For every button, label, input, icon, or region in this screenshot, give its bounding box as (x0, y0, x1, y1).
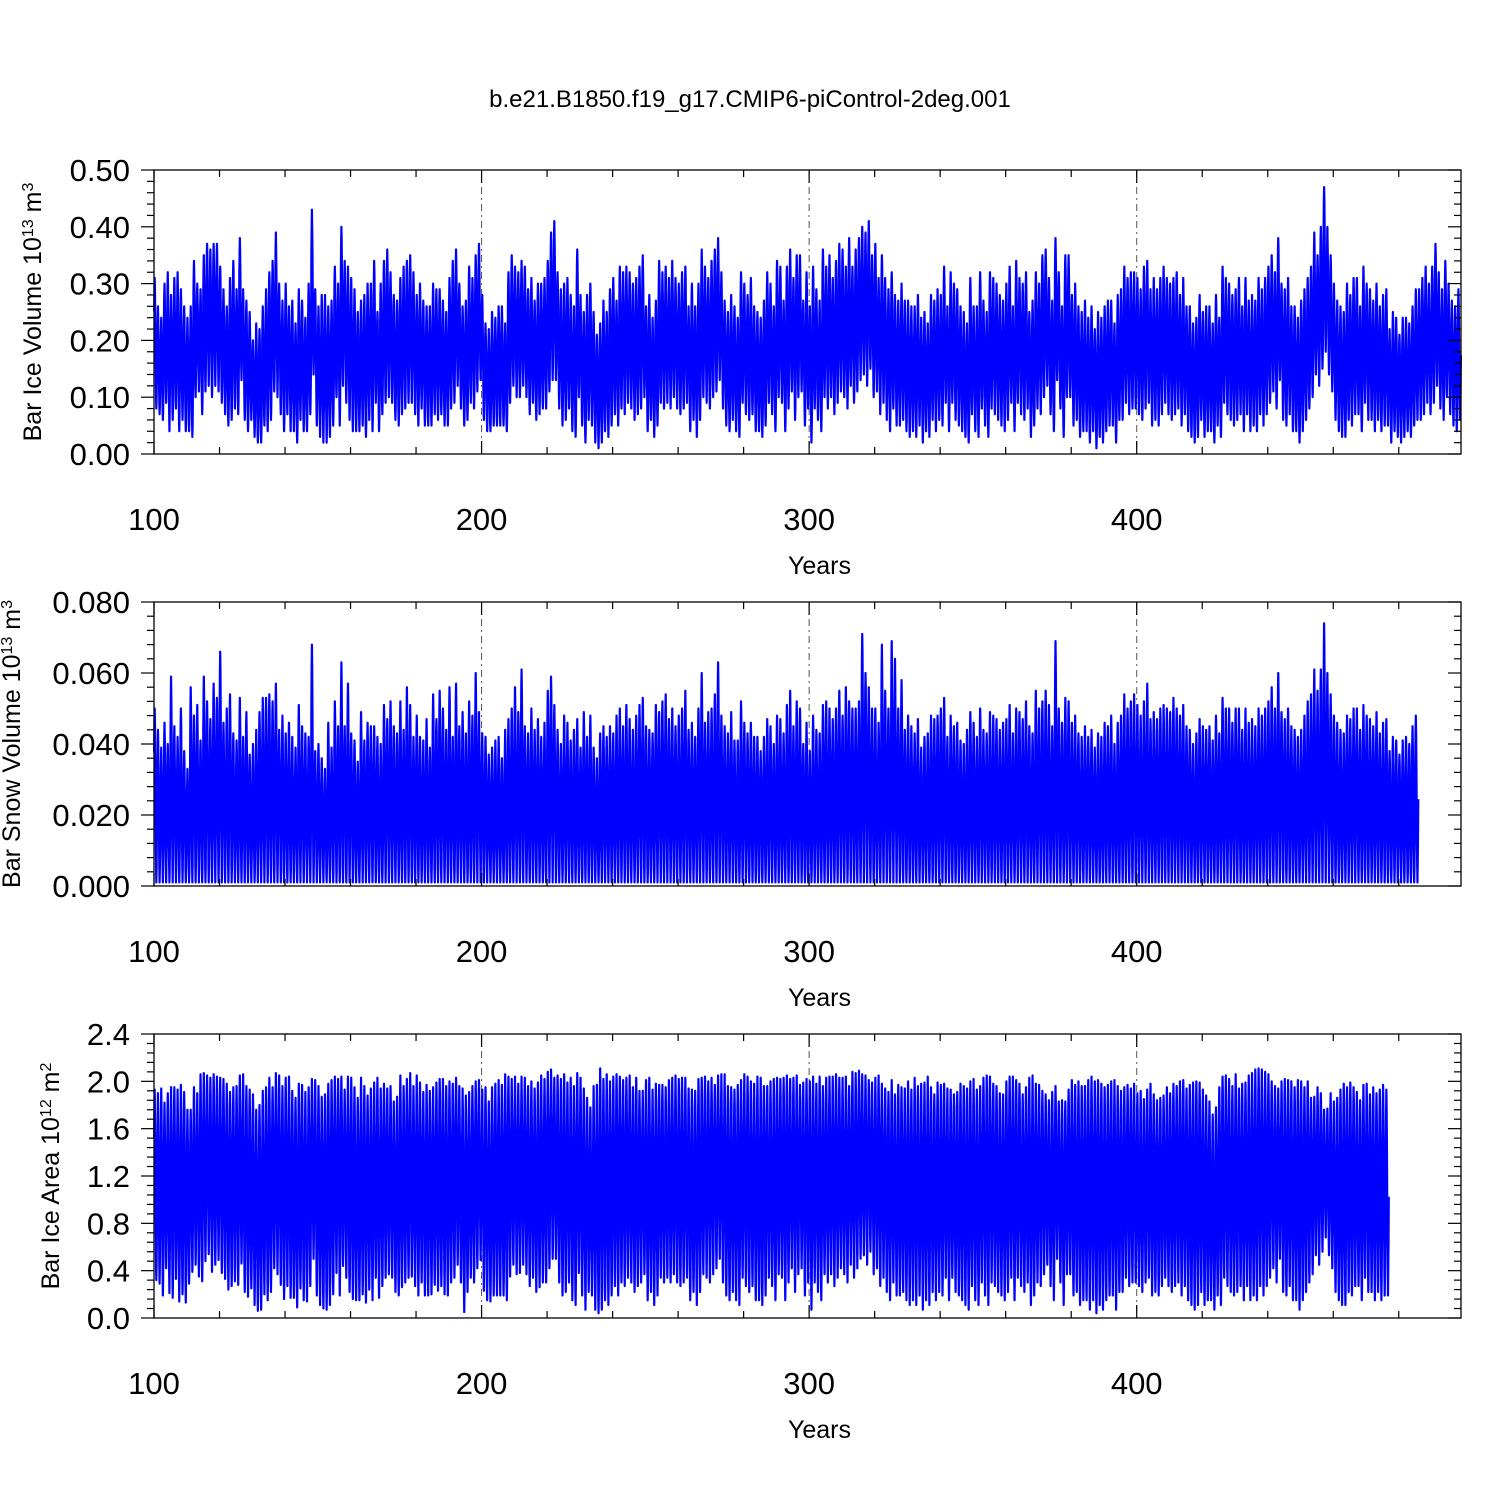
x-tick-label: 300 (783, 1366, 835, 1401)
y-tick-label: 1.2 (87, 1159, 130, 1194)
y-axis-title: Bar Ice Area 1012 m2 (37, 1063, 65, 1290)
panels: 100 200 300 400 Years 0.00 0.10 0.20 0.30 0.40 0.5… (0, 153, 1462, 1444)
x-tick-label: 200 (456, 1366, 508, 1401)
x-tick-label: 400 (1111, 934, 1163, 969)
x-tick-label: 200 (456, 502, 508, 537)
y-tick-label: 2.4 (87, 1017, 130, 1052)
y-tick-label: 2.0 (87, 1064, 130, 1099)
y-tick-label: 0.040 (52, 727, 130, 762)
y-axis-title-text: Bar Snow Volume 10 (0, 655, 26, 888)
plot-frame (153, 169, 1462, 455)
data-line (153, 185, 1462, 450)
y-tick-label: 0.4 (87, 1254, 130, 1289)
x-axis-title: Years (788, 984, 851, 1012)
x-tick-label: 300 (783, 934, 835, 969)
y-axis-title-unit: m (0, 609, 26, 637)
y-axis-title-unit-exponent: 2 (38, 1063, 55, 1072)
panel-ice-area: 100 200 300 400 Years 0.0 0.4 0.8 1.2 1.6 2.0 2.4 Ba… (37, 1017, 1462, 1444)
y-tick-label: 0.060 (52, 656, 130, 691)
y-axis-title-unit: m (19, 192, 47, 220)
panel-snow-volume: 100 200 300 400 Years 0.000 0.020 0.040 0.060 0.0… (0, 585, 1462, 1012)
y-axis-title: Bar Ice Volume 1013 m3 (19, 183, 47, 442)
y-tick-label: 0.00 (70, 437, 130, 472)
y-tick-label: 0.50 (70, 153, 130, 188)
x-axis-title: Years (788, 552, 851, 580)
y-tick-label: 0.30 (70, 267, 130, 302)
y-axis-title: Bar Snow Volume 1013 m3 (0, 600, 26, 888)
y-axis-title-unit-exponent: 3 (0, 600, 16, 609)
y-tick-label: 0.0 (87, 1301, 130, 1336)
x-tick-label: 100 (128, 502, 180, 537)
y-axis-title-exponent: 13 (20, 219, 37, 237)
y-axis-title-unit-exponent: 3 (20, 183, 37, 192)
y-tick-label: 0.000 (52, 869, 130, 904)
data-line (153, 622, 1420, 884)
y-tick-label: 0.080 (52, 585, 130, 620)
y-tick-label: 0.10 (70, 380, 130, 415)
y-axis-title-exponent: 13 (0, 637, 16, 655)
y-tick-label: 1.6 (87, 1112, 130, 1147)
y-axis-title-unit: m (37, 1072, 65, 1100)
x-tick-label: 300 (783, 502, 835, 537)
y-axis-title-text: Bar Ice Volume 10 (19, 237, 47, 441)
data-line (153, 1067, 1390, 1315)
y-tick-label: 0.20 (70, 323, 130, 358)
x-tick-label: 100 (128, 1366, 180, 1401)
x-tick-label: 200 (456, 934, 508, 969)
panel-ice-volume: 100 200 300 400 Years 0.00 0.10 0.20 0.30 0.40 0.5… (19, 153, 1462, 580)
y-tick-label: 0.8 (87, 1206, 130, 1241)
y-axis-title-text: Bar Ice Area 10 (37, 1117, 65, 1289)
x-tick-label: 100 (128, 934, 180, 969)
x-tick-label: 400 (1111, 502, 1163, 537)
x-axis-title: Years (788, 1416, 851, 1444)
y-tick-label: 0.020 (52, 798, 130, 833)
y-axis-title-exponent: 12 (38, 1099, 55, 1117)
x-tick-label: 400 (1111, 1366, 1163, 1401)
figure-title: b.e21.B1850.f19_g17.CMIP6-piControl-2deg… (489, 86, 1011, 113)
y-tick-label: 0.40 (70, 210, 130, 245)
